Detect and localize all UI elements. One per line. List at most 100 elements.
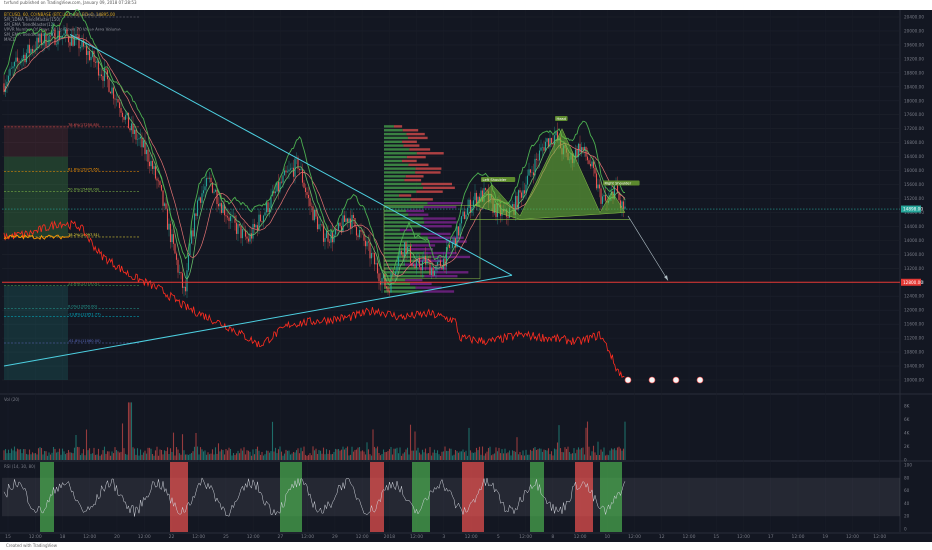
candle-body bbox=[102, 76, 104, 81]
volume-bar bbox=[204, 450, 206, 460]
candle-body bbox=[585, 146, 587, 157]
candle-body bbox=[105, 68, 107, 71]
candle-body bbox=[618, 193, 620, 201]
indicator-line-5[interactable]: MACD bbox=[4, 37, 16, 42]
candle-body bbox=[223, 204, 226, 216]
candle-body bbox=[88, 50, 91, 61]
candle-body bbox=[282, 175, 284, 183]
volume-bar bbox=[268, 452, 271, 460]
volume-bar bbox=[54, 448, 56, 460]
volume-bar bbox=[621, 450, 623, 460]
candle-body bbox=[127, 112, 130, 129]
candle-body bbox=[280, 181, 283, 183]
candle-body bbox=[537, 159, 539, 161]
candle-body bbox=[261, 221, 263, 222]
candle-body bbox=[430, 267, 433, 276]
vpvr-bar-down bbox=[422, 290, 455, 293]
candle-body bbox=[13, 61, 16, 67]
candle-body bbox=[477, 196, 479, 206]
volume-bar bbox=[360, 451, 362, 460]
volume-bar bbox=[244, 454, 247, 460]
volume-bar bbox=[295, 450, 298, 460]
candle-body bbox=[139, 136, 142, 139]
volume-bar bbox=[69, 452, 71, 460]
volume-bar bbox=[160, 449, 163, 460]
candle-body bbox=[442, 258, 445, 270]
volume-bar bbox=[58, 448, 61, 460]
volume-bar bbox=[439, 455, 442, 460]
candle-body bbox=[550, 138, 553, 144]
volume-bar bbox=[316, 453, 319, 460]
volume-bar bbox=[361, 450, 364, 460]
vpvr-bar-down bbox=[424, 221, 458, 224]
vpvr-bar-down bbox=[393, 125, 403, 128]
candle-body bbox=[6, 81, 8, 87]
volume-bar bbox=[256, 446, 259, 460]
fib-zone-red bbox=[4, 125, 68, 157]
volume-bar bbox=[46, 455, 49, 460]
time-tick-label: 12:00 bbox=[465, 534, 478, 540]
time-tick-label: 27 bbox=[278, 534, 284, 540]
candle-body bbox=[277, 181, 280, 192]
candle-body bbox=[507, 216, 509, 218]
volume-bar bbox=[507, 452, 509, 460]
time-tick-label: 12:00 bbox=[846, 534, 859, 540]
volume-bar bbox=[364, 454, 367, 460]
vpvr-bar-up bbox=[384, 228, 400, 232]
candle-body bbox=[202, 190, 205, 194]
candle-body bbox=[586, 156, 589, 161]
volume-bar bbox=[445, 450, 448, 460]
candle-body bbox=[456, 226, 458, 248]
volume-bar bbox=[544, 450, 547, 460]
volume-tick-label: 0 bbox=[904, 458, 907, 463]
volume-bar bbox=[313, 450, 316, 460]
grid-lines bbox=[0, 10, 932, 534]
volume-bar bbox=[205, 454, 208, 460]
volume-bar bbox=[574, 453, 577, 460]
rsi-extreme-band bbox=[280, 462, 302, 532]
candle-body bbox=[339, 222, 341, 227]
price-tick-label: 17600.00 bbox=[904, 112, 924, 117]
candle-body bbox=[330, 231, 332, 243]
vpvr-bar-down bbox=[423, 205, 457, 209]
candle-body bbox=[589, 163, 592, 167]
price-candles bbox=[3, 22, 626, 298]
candle-body bbox=[327, 230, 329, 242]
candle-body bbox=[276, 181, 278, 192]
event-marker-icon bbox=[672, 376, 680, 384]
vpvr-bar-up bbox=[384, 248, 411, 251]
axes: 20400.00 20000.00 19600.00 19200.00 18800.00… bbox=[5, 15, 924, 541]
vpvr-bar-up bbox=[384, 278, 406, 282]
current-price-tag bbox=[901, 205, 921, 213]
volume-bar bbox=[151, 453, 154, 460]
volume-bar bbox=[349, 454, 352, 460]
candle-body bbox=[109, 91, 112, 94]
candle-body bbox=[621, 201, 623, 209]
candle-body bbox=[220, 203, 223, 213]
candle-body bbox=[153, 166, 155, 169]
candle-body bbox=[265, 202, 268, 213]
indicator-line-4[interactable]: SM_EMA TrendMaster(10) bbox=[4, 32, 55, 37]
candle-body bbox=[121, 112, 124, 117]
volume-bar bbox=[565, 448, 568, 460]
volume-bar bbox=[247, 450, 250, 460]
volume-bar bbox=[178, 453, 181, 460]
candle-body bbox=[79, 47, 82, 49]
volume-bar bbox=[297, 448, 299, 460]
price-tick-label: 19600.00 bbox=[904, 42, 924, 47]
indicator-line-1[interactable]: SM_1DMA TrendMaster(150) bbox=[4, 17, 61, 22]
candle-body bbox=[367, 241, 370, 243]
vpvr-bar-down bbox=[406, 132, 425, 136]
volume-bar bbox=[345, 447, 347, 460]
volume-bar bbox=[28, 449, 31, 460]
candle-body bbox=[555, 131, 557, 136]
candle-body bbox=[306, 192, 308, 195]
rsi-extreme-band bbox=[462, 462, 484, 532]
indicator-line-2[interactable]: SM_EMA TrendMaster(12) bbox=[4, 22, 55, 27]
candle-body bbox=[307, 194, 310, 199]
volume-bar bbox=[378, 452, 380, 460]
symbol-line[interactable]: BTCUSD, 60, COINBASE (BTCUSD, 60), ECHO,… bbox=[4, 12, 116, 17]
candle-body bbox=[159, 181, 161, 185]
volume-bar bbox=[163, 450, 166, 460]
